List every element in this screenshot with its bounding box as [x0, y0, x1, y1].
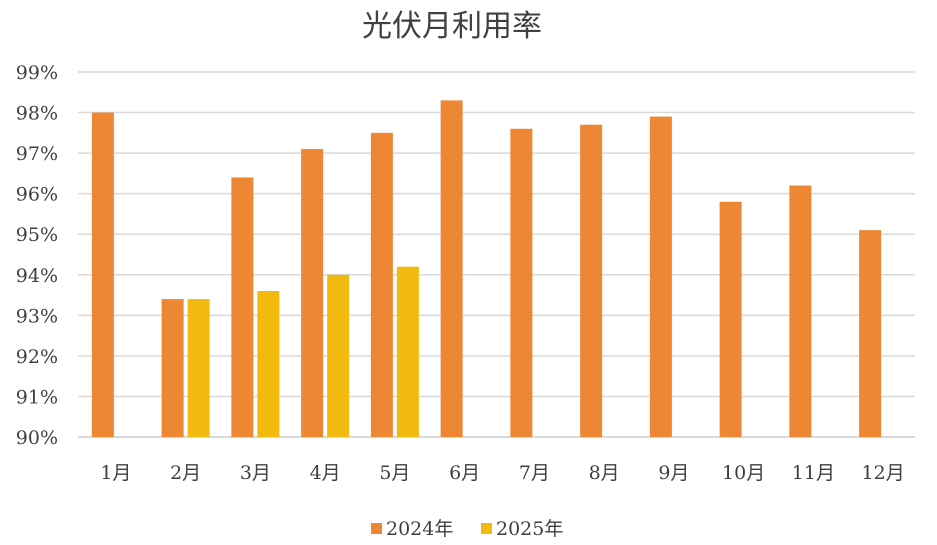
legend: 2024年 2025年 [371, 518, 563, 540]
x-tick-label: 5月 [379, 462, 410, 484]
bar-2024-4 [301, 149, 324, 438]
x-axis-ticks: 1月 2月 3月 4月 5月 6月 7月 8月 9月 10月 11月 12月 [100, 462, 904, 484]
y-tick-label: 94% [16, 265, 58, 287]
chart-title: 光伏月利用率 [362, 9, 542, 44]
bar-2025-2 [187, 299, 210, 437]
bar-2024-7 [510, 128, 533, 437]
x-tick-label: 4月 [310, 462, 341, 484]
y-tick-label: 98% [16, 103, 58, 125]
legend-swatch [371, 523, 382, 534]
gridlines [78, 71, 915, 438]
x-tick-label: 2月 [170, 462, 201, 484]
x-tick-label: 3月 [240, 462, 271, 484]
x-tick-label: 1月 [100, 462, 131, 484]
bar-2024-8 [580, 124, 603, 437]
y-tick-label: 93% [16, 305, 58, 327]
bar-2024-9 [649, 116, 672, 437]
y-tick-label: 96% [16, 184, 58, 206]
x-tick-label: 7月 [519, 462, 550, 484]
legend-swatch [481, 523, 492, 534]
y-tick-label: 95% [16, 224, 58, 246]
bar-2024-2 [161, 299, 184, 437]
x-tick-label: 12月 [862, 462, 905, 484]
y-tick-label: 99% [16, 62, 58, 84]
x-tick-label: 6月 [449, 462, 480, 484]
y-tick-label: 90% [16, 427, 58, 449]
bar-2024-12 [859, 230, 882, 437]
legend-label: 2025年 [496, 518, 563, 540]
bar-2024-6 [440, 100, 463, 437]
bar-2024-5 [370, 132, 393, 438]
x-tick-label: 8月 [589, 462, 620, 484]
bar-2025-3 [257, 291, 280, 437]
bar-2024-3 [231, 177, 254, 437]
bar-2025-4 [327, 274, 350, 437]
x-tick-label: 10月 [722, 462, 765, 484]
bars [91, 100, 882, 438]
bar-2024-10 [719, 201, 742, 437]
bar-2024-1 [91, 112, 114, 438]
x-tick-label: 11月 [792, 462, 835, 484]
x-tick-label: 9月 [658, 462, 689, 484]
y-tick-label: 92% [16, 346, 58, 368]
y-axis-ticks: 90% 91% 92% 93% 94% 95% 96% 97% 98% 99% [16, 62, 58, 449]
y-tick-label: 91% [16, 386, 58, 408]
bar-2024-11 [789, 185, 812, 437]
legend-label: 2024年 [386, 518, 453, 540]
bar-2025-5 [396, 266, 419, 437]
y-tick-label: 97% [16, 143, 58, 165]
